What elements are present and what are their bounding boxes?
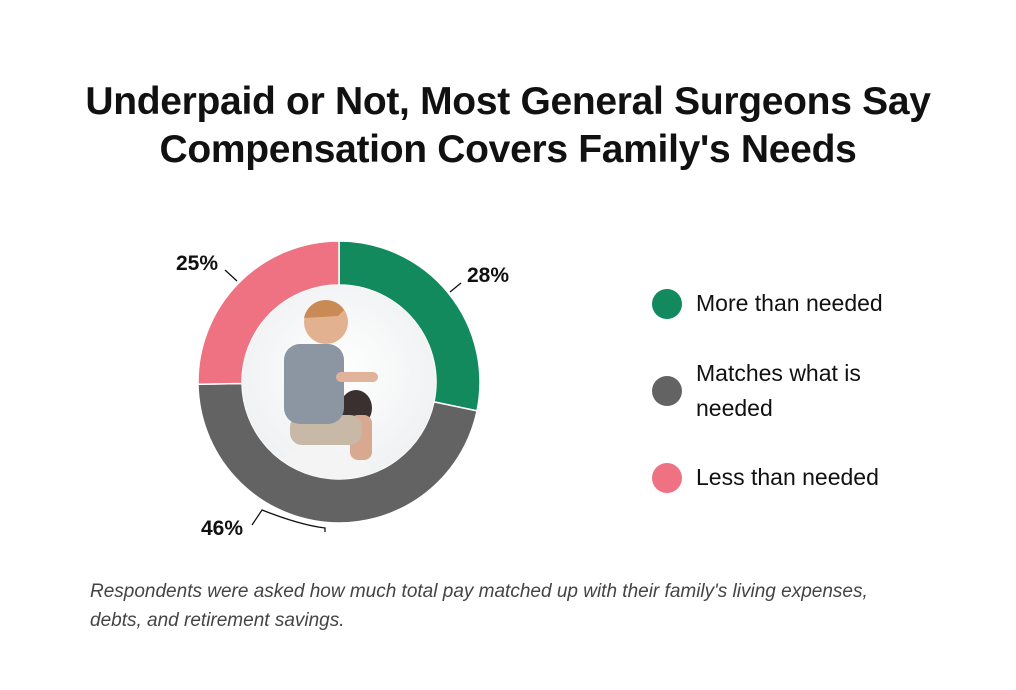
- leader-line-less: [224, 269, 238, 282]
- legend-label: Matches what is needed: [696, 359, 861, 421]
- data-label: 28%: [467, 264, 509, 287]
- legend-item-matches: Matches what is needed: [652, 347, 886, 434]
- chart-title: Underpaid or Not, Most General Surgeons …: [85, 80, 931, 171]
- legend-label: More than needed: [696, 290, 883, 316]
- leader-line-more: [449, 282, 462, 293]
- legend-item-more: More than needed: [652, 260, 886, 347]
- leader-line-matches: [251, 509, 326, 532]
- footnote: Respondents were asked how much total pa…: [90, 581, 868, 631]
- slice-less-than-needed: [197, 240, 340, 385]
- legend-label: Less than needed: [696, 464, 879, 490]
- legend-item-less: Less than needed: [652, 434, 886, 521]
- legend-swatch-green: [652, 288, 682, 319]
- data-label: 25%: [176, 252, 218, 275]
- legend: More than needed Matches what is needed …: [652, 260, 886, 521]
- legend-swatch-gray: [652, 375, 682, 406]
- data-label: 46%: [201, 517, 243, 540]
- legend-swatch-pink: [652, 462, 682, 493]
- center-photo: [242, 285, 436, 479]
